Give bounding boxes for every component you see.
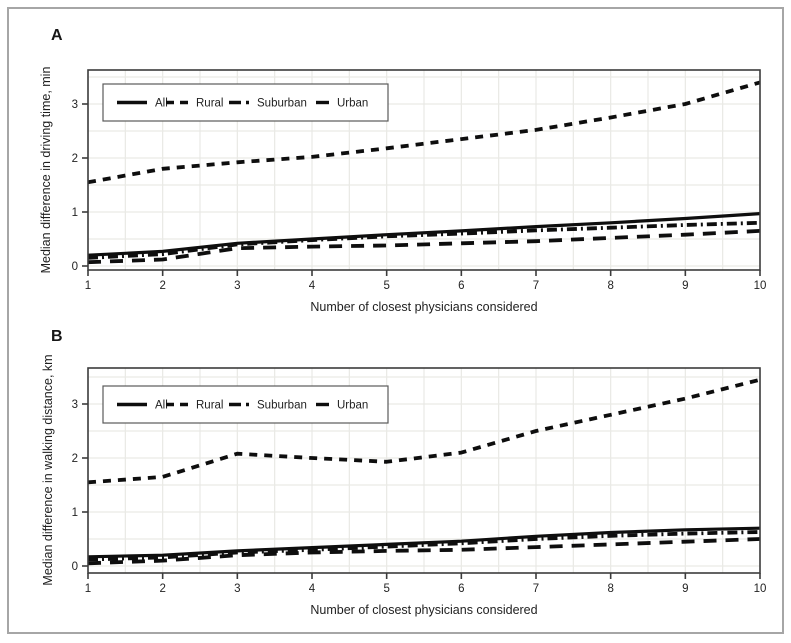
x-tick-label: 4 — [309, 583, 316, 595]
x-tick-label: 5 — [383, 280, 389, 292]
y-tick-label: 1 — [72, 507, 78, 519]
legend-item-urban: Urban — [316, 400, 368, 412]
legend-label: Suburban — [257, 400, 307, 412]
legend-box — [102, 385, 389, 424]
panel-a-legend: All Rural Suburban Urban — [102, 83, 389, 122]
series-line-suburban — [87, 220, 761, 260]
y-tick-label: 1 — [72, 207, 78, 219]
x-tick-label: 1 — [85, 583, 91, 595]
legend-item-all: All — [117, 400, 168, 412]
x-tick-label: 2 — [159, 583, 165, 595]
legend-label: Rural — [196, 400, 223, 412]
x-tick-label: 3 — [234, 280, 240, 292]
panel-b-y-axis-title: Median difference in walking distance, k… — [41, 354, 55, 586]
series-line-suburban — [87, 530, 761, 562]
plot-border — [87, 69, 761, 271]
legend-item-rural: Rural — [166, 400, 223, 412]
panel-a-x-axis-title: Number of closest physicians considered — [310, 300, 538, 314]
series-line-urban — [87, 229, 761, 265]
y-tick-label: 2 — [72, 453, 78, 465]
x-tick-label: 3 — [234, 583, 240, 595]
x-tick-label: 9 — [682, 280, 688, 292]
legend-box — [102, 83, 389, 122]
x-tick-label: 2 — [159, 280, 165, 292]
legend-item-suburban: Suburban — [229, 400, 307, 412]
panel-b-x-axis-title: Number of closest physicians considered — [310, 603, 538, 617]
x-tick-label: 9 — [682, 583, 688, 595]
x-tick-label: 8 — [607, 583, 613, 595]
series-line-rural — [87, 377, 761, 485]
panel-b-label: B — [51, 328, 63, 345]
legend-item-urban: Urban — [316, 98, 368, 110]
y-tick-label: 0 — [72, 261, 78, 273]
x-tick-label: 6 — [458, 583, 464, 595]
legend-item-rural: Rural — [166, 98, 223, 110]
panel-a-y-axis-title: Median difference in driving time, min — [39, 66, 53, 274]
legend-label: Urban — [337, 400, 368, 412]
series-line-urban — [87, 537, 761, 566]
x-tick-label: 1 — [85, 280, 91, 292]
x-tick-label: 6 — [458, 280, 464, 292]
series-line-all — [87, 526, 761, 559]
panel-a-label: A — [51, 27, 63, 44]
legend-label: All — [155, 98, 168, 110]
y-tick-label: 3 — [72, 99, 78, 111]
legend-item-all: All — [117, 98, 168, 110]
legend-label: Suburban — [257, 98, 307, 110]
x-tick-label: 10 — [754, 583, 767, 595]
x-tick-label: 7 — [533, 583, 539, 595]
x-tick-label: 5 — [383, 583, 389, 595]
panel-b-legend: All Rural Suburban Urban — [102, 385, 389, 424]
legend-label: Urban — [337, 98, 368, 110]
y-tick-label: 2 — [72, 153, 78, 165]
x-tick-label: 8 — [607, 280, 613, 292]
series-line-all — [87, 212, 761, 257]
x-tick-label: 7 — [533, 280, 539, 292]
legend-item-suburban: Suburban — [229, 98, 307, 110]
plot-border — [87, 367, 761, 574]
x-tick-label: 4 — [309, 280, 316, 292]
y-tick-label: 0 — [72, 561, 78, 573]
legend-label: Rural — [196, 98, 223, 110]
x-tick-label: 10 — [754, 280, 767, 292]
legend-label: All — [155, 400, 168, 412]
y-tick-label: 3 — [72, 399, 78, 411]
figure-border — [7, 7, 784, 634]
